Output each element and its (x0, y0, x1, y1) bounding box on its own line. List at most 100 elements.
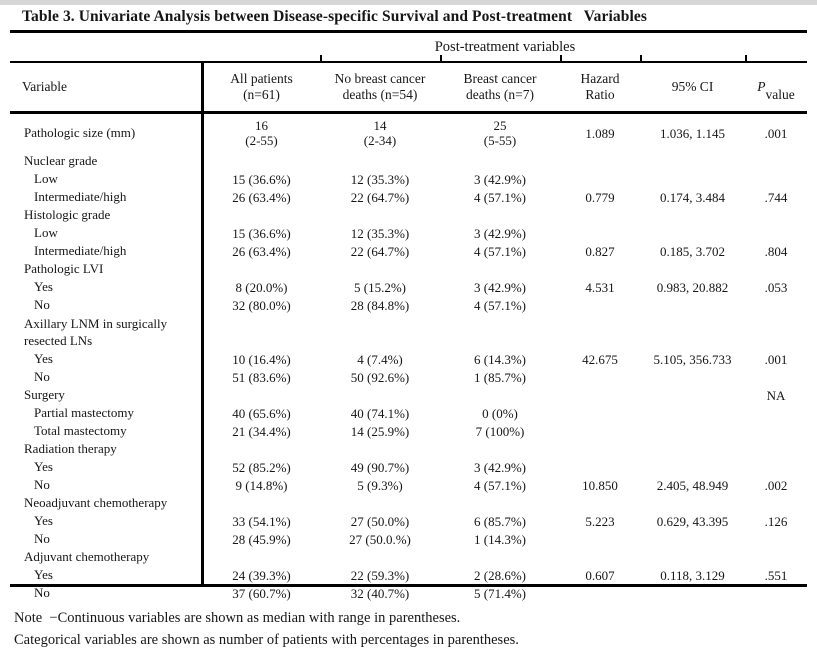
cell-hazard-ratio: 0.779 (585, 189, 615, 205)
row-label: Neoadjuvant chemotherapy (24, 495, 168, 510)
table-row: Nuclear grade (10, 152, 807, 170)
variable-column-header: Variable (22, 79, 67, 94)
header-bottom-rule (10, 111, 807, 114)
cell-all-patients: 32 (80.0%) (232, 297, 291, 313)
cell-all-patients: 9 (14.8%) (235, 477, 288, 493)
cell-no-bcd: 22 (64.7%) (350, 243, 410, 259)
cell-bcd: 4 (57.1%) (474, 477, 526, 493)
cell-no-bcd: 50 (92.6%) (350, 369, 410, 385)
table-row: Yes 33 (54.1%) 27 (50.0%) 6 (85.7%) 5.223 0.6… (10, 512, 807, 530)
cell-hazard-ratio: 0.607 (585, 567, 615, 583)
table-bottom-rule (10, 584, 807, 587)
cell-p-value: .002 (764, 477, 788, 493)
row-label: Nuclear grade (24, 153, 98, 168)
column-tick (745, 55, 747, 63)
cell-all-patients: 15 (36.6%) (232, 171, 291, 187)
stub-divider-rule (201, 61, 204, 587)
cell-bcd: 1 (14.3%) (474, 531, 526, 547)
footnotes: Note −Continuous variables are shown as … (14, 608, 794, 651)
cell-hazard-ratio: 5.223 (585, 513, 615, 529)
table-row: No 37 (60.7%) 32 (40.7%) 5 (71.4%) (10, 584, 807, 602)
row-label: Partial mastectomy (34, 405, 135, 420)
cell-p-value: .053 (764, 279, 788, 295)
cell-no-bcd: 12 (35.3%) (350, 171, 410, 187)
cell-bcd: 1 (85.7%) (474, 369, 526, 385)
cell-bcd: 5 (71.4%) (474, 585, 526, 601)
table-body: Pathologic size (mm) 16 (2-55) 14 (2-34) 25… (10, 114, 807, 602)
cell-bcd: 3 (42.9%) (474, 279, 526, 295)
row-label: No (34, 585, 50, 600)
row-label: Histologic grade (24, 207, 111, 222)
cell-all-patients: 10 (16.4%) (232, 351, 291, 367)
cell-all-patients: 40 (65.6%) (232, 405, 291, 421)
column-tick (320, 55, 322, 63)
row-label: Yes (34, 513, 53, 528)
cell-bcd: 7 (100%) (475, 423, 525, 439)
cell-no-bcd: 14 (25.9%) (350, 423, 410, 439)
cell-all-patients: 21 (34.4%) (232, 423, 291, 439)
row-label: Yes (34, 279, 53, 294)
table-row: Pathologic size (mm) 16 (2-55) 14 (2-34) 25… (10, 114, 807, 152)
header-top-rule (10, 61, 807, 63)
cell-p-value: .804 (764, 243, 788, 259)
column-span-header: Post-treatment variables (434, 39, 576, 55)
row-label: No (34, 531, 50, 546)
column-tick (640, 55, 642, 63)
column-header-95ci: 95% CI (671, 78, 714, 94)
cell-bcd: 6 (85.7%) (474, 513, 526, 529)
column-header-bcd: Breast cancer deaths (n=7) (463, 70, 537, 103)
column-header-no-bcd: No breast cancer deaths (n=54) (334, 70, 426, 103)
cell-no-bcd: 5 (15.2%) (354, 279, 406, 295)
table-row: No 28 (45.9%) 27 (50.0.%) 1 (14.3%) (10, 530, 807, 548)
row-label: Total mastectomy (34, 423, 127, 438)
cell-95ci: 0.629, 43.395 (656, 513, 729, 529)
table-row: No 9 (14.8%) 5 (9.3%) 4 (57.1%) 10.850 2.405,… (10, 476, 807, 494)
row-label: Yes (34, 567, 53, 582)
cell-all-patients: 26 (63.4%) (232, 189, 291, 205)
cell-95ci: 5.105, 356.733 (653, 351, 732, 367)
table-row: Low 15 (36.6%) 12 (35.3%) 3 (42.9%) (10, 224, 807, 242)
cell-all-patients: 28 (45.9%) (232, 531, 291, 547)
cell-no-bcd: 22 (59.3%) (350, 567, 410, 583)
table-row: Total mastectomy 21 (34.4%) 14 (25.9%) 7 (1… (10, 422, 807, 440)
cell-bcd: 3 (42.9%) (474, 171, 526, 187)
cell-95ci: 0.185, 3.702 (660, 243, 725, 259)
table-title: Table 3. Univariate Analysis between Dis… (22, 8, 647, 25)
cell-no-bcd: 27 (50.0.%) (349, 531, 411, 547)
row-label: No (34, 369, 50, 384)
table-row: Yes 10 (16.4%) 4 (7.4%) 6 (14.3%) 42.675 5.10… (10, 350, 807, 368)
table-row: Pathologic LVI (10, 260, 807, 278)
row-label: Surgery (24, 387, 65, 402)
row-label: Low (34, 225, 58, 240)
footnote-continuous: Note −Continuous variables are shown as … (14, 610, 461, 626)
table-row: Partial mastectomy 40 (65.6%) 40 (74.1%) 0 … (10, 404, 807, 422)
title-rule (10, 30, 807, 33)
table-row: No 51 (83.6%) 50 (92.6%) 1 (85.7%) (10, 368, 807, 386)
cell-no-bcd: 22 (64.7%) (350, 189, 410, 205)
cell-p-value: .551 (764, 567, 788, 583)
column-tick (560, 55, 562, 63)
column-header-hazard-ratio: Hazard Ratio (580, 70, 620, 103)
table-row: Adjuvant chemotherapy (10, 548, 807, 566)
cell-all-patients: 52 (85.2%) (232, 459, 291, 475)
row-label: Radiation therapy (24, 441, 117, 456)
cell-no-bcd: 4 (7.4%) (357, 351, 403, 367)
cell-hazard-ratio: 1.089 (585, 125, 615, 141)
footnote-categorical: Categorical variables are shown as numbe… (14, 631, 519, 648)
cell-bcd: 3 (42.9%) (474, 225, 526, 241)
row-label: Adjuvant chemotherapy (24, 549, 150, 564)
cell-hazard-ratio: 0.827 (585, 243, 615, 259)
column-tick (440, 55, 442, 63)
table-row: Axillary LNM in surgically resected LNs (10, 314, 807, 350)
cell-95ci: 0.983, 20.882 (656, 279, 729, 295)
cell-all-patients: 37 (60.7%) (232, 585, 291, 601)
row-label: No (34, 477, 50, 492)
cell-no-bcd: 12 (35.3%) (350, 225, 410, 241)
table-row: Intermediate/high 26 (63.4%) 22 (64.7%) 4 (… (10, 242, 807, 260)
cell-bcd: 3 (42.9%) (474, 459, 526, 475)
table-row: Histologic grade (10, 206, 807, 224)
cell-bcd: 0 (0%) (482, 405, 518, 421)
scan-edge-artifact (0, 0, 817, 5)
row-label: Yes (34, 351, 53, 366)
